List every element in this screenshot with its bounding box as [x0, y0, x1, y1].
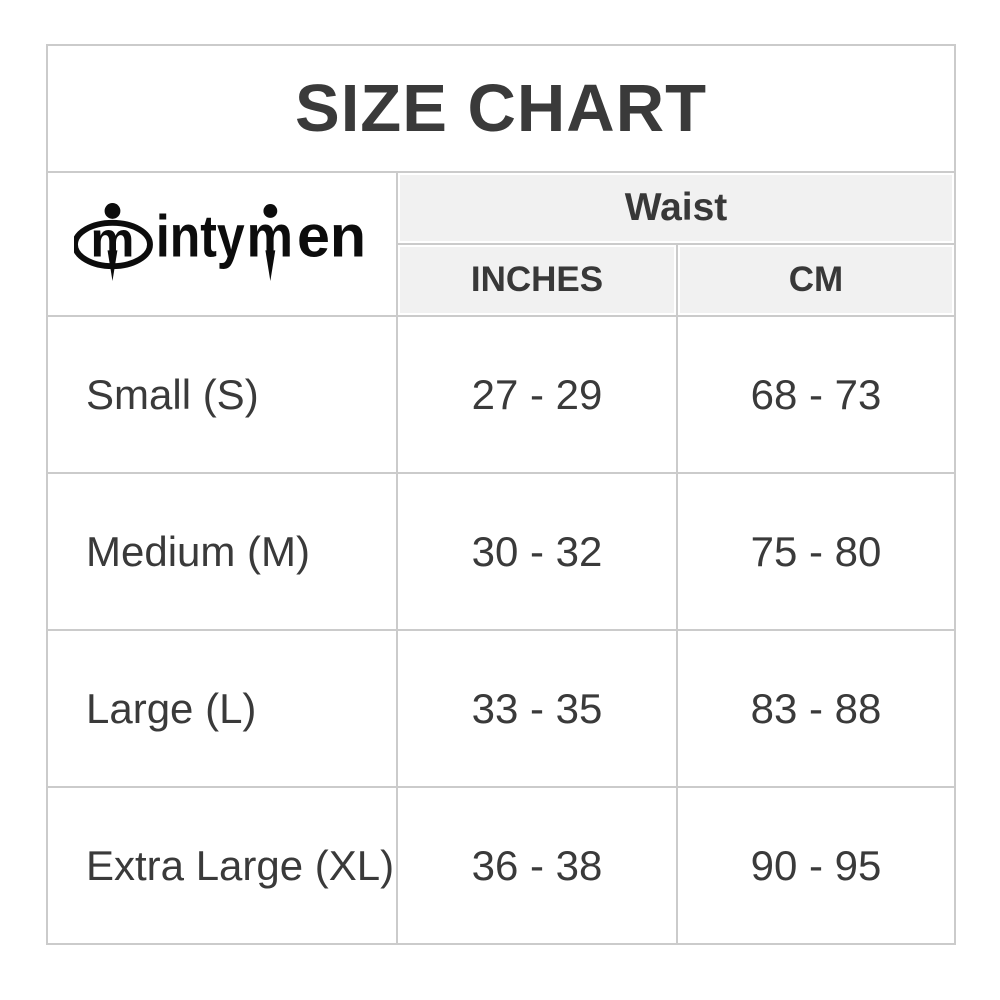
logo-head-dot — [104, 203, 121, 219]
column-header-cm: CM — [676, 243, 956, 317]
size-label: Large (L) — [46, 629, 398, 788]
cm-value: 75 - 80 — [676, 472, 956, 631]
cm-value: 90 - 95 — [676, 786, 956, 945]
title-row: SIZE CHART — [46, 44, 956, 173]
table-row-small: Small (S) 27 - 29 68 - 73 — [46, 315, 956, 474]
logo-text-inty: inty — [156, 202, 245, 269]
inches-value: 30 - 32 — [396, 472, 678, 631]
table-row-large: Large (L) 33 - 35 83 - 88 — [46, 629, 956, 788]
size-label: Medium (M) — [46, 472, 398, 631]
column-header-inches: INCHES — [396, 243, 678, 317]
units-header-row: INCHES CM — [47, 243, 956, 317]
title-cell: SIZE CHART — [46, 44, 956, 173]
inches-value: 36 - 38 — [396, 786, 678, 945]
waist-group-header: Waist — [396, 171, 956, 245]
logo-text-en: en — [297, 202, 366, 269]
inches-value: 33 - 35 — [396, 629, 678, 788]
group-header-row: m inty m en Waist — [46, 171, 956, 317]
size-label: Extra Large (XL) — [46, 786, 398, 945]
size-label: Small (S) — [46, 315, 398, 474]
logo-m-spike — [265, 250, 276, 281]
intymen-logo-icon: m inty m en — [74, 202, 366, 281]
table-row-extra-large: Extra Large (XL) 36 - 38 90 - 95 — [46, 786, 956, 945]
inches-value: 27 - 29 — [396, 315, 678, 474]
logo-m-dot — [263, 204, 278, 218]
table-row-medium: Medium (M) 30 - 32 75 - 80 — [46, 472, 956, 631]
brand-logo-cell: m inty m en — [46, 171, 398, 317]
page-title: SIZE CHART — [295, 71, 707, 146]
size-chart-table: SIZE CHART m inty m en — [46, 44, 956, 945]
logo-icon-spike — [107, 250, 118, 281]
cm-value: 83 - 88 — [676, 629, 956, 788]
cm-value: 68 - 73 — [676, 315, 956, 474]
